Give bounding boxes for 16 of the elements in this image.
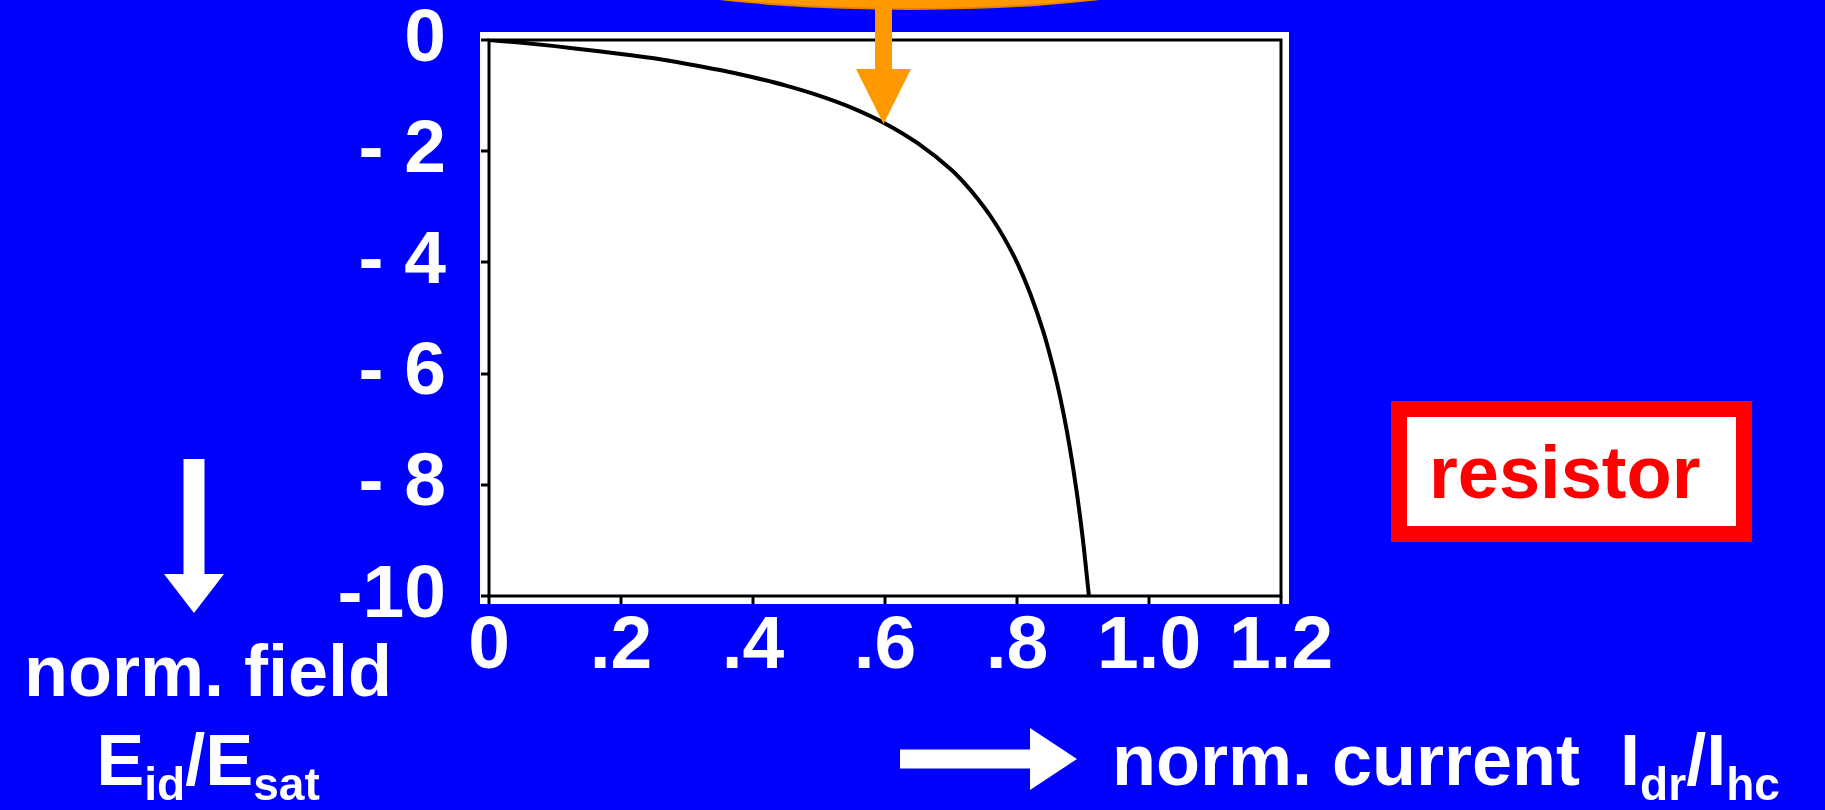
x-axis-title: norm. current I$_{dr}$/I$_{hc}$ [1112,719,1780,810]
y-tick-label: -10 [337,548,446,633]
y-tick-label: - 4 [358,215,447,300]
x-tick-label: .8 [985,600,1049,685]
x-tick-label: .6 [853,600,917,685]
label-frame: resistor [1391,401,1752,542]
y-tick-label: - 2 [358,103,446,188]
y-tick-label: - 8 [358,437,446,522]
x-tick-label: .4 [721,600,785,685]
x-tick-label: 1.2 [1228,600,1334,685]
x-tick-label: 0 [468,600,510,685]
y-tick-label: 0 [404,0,446,77]
x-tick-label: .2 [589,600,653,685]
y-tick-label: - 6 [358,326,446,411]
x-tick-label: 1.0 [1096,600,1202,685]
y-axis-title: norm. field E$_{id}$/E$_{sat}$ [23,630,393,810]
